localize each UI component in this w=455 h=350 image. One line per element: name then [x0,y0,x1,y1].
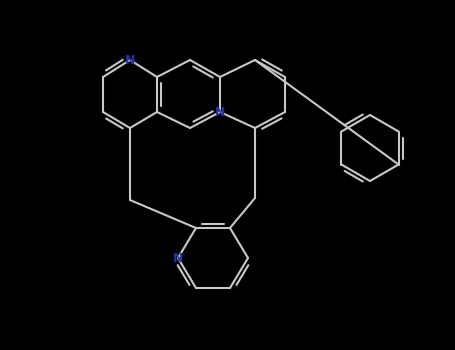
Text: N: N [173,252,183,265]
Text: N: N [125,54,135,66]
Text: N: N [215,105,225,119]
